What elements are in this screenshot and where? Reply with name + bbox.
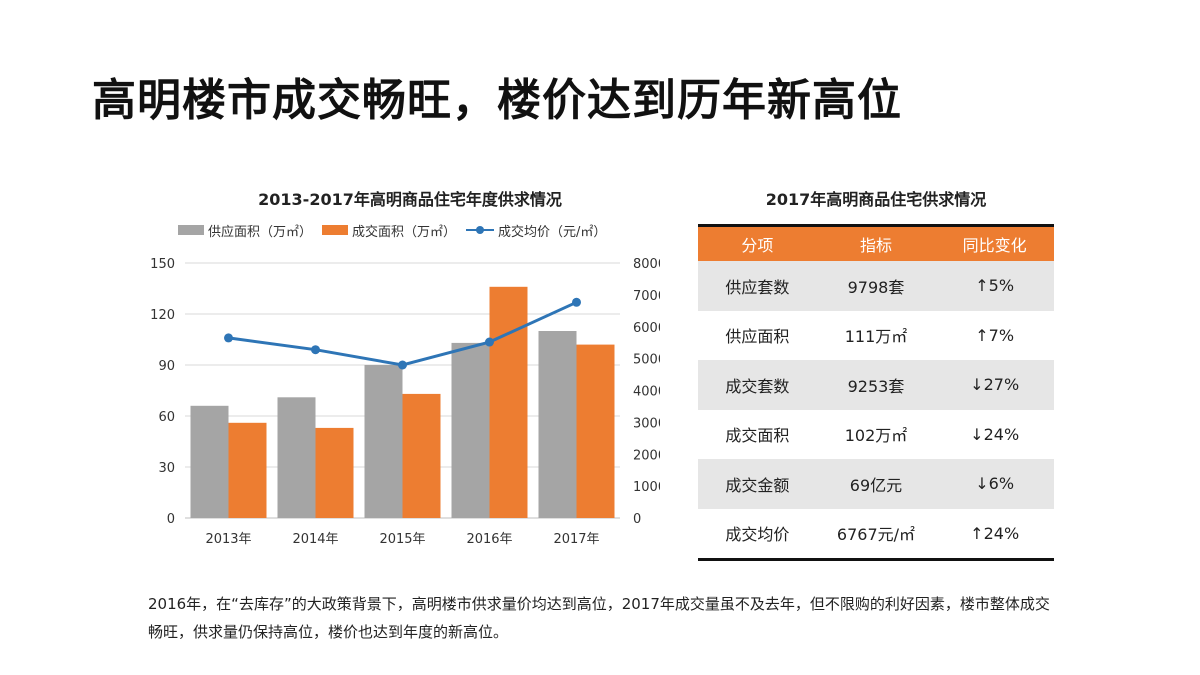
table-cell-value: 6767元/㎡ xyxy=(816,508,936,560)
y-right-tick-label: 5000 xyxy=(633,353,660,368)
legend-label-supply: 供应面积（万㎡） xyxy=(208,224,313,240)
avg-price-point xyxy=(485,337,494,347)
y-right-tick-label: 3000 xyxy=(633,416,660,431)
y-right-tick-label: 4000 xyxy=(633,385,660,400)
table-cell-value: 69亿元 xyxy=(816,459,936,509)
supply-area-bar xyxy=(277,397,316,518)
legend-swatch-deal xyxy=(322,225,349,235)
table-row: 成交金额 69亿元 ↓6% xyxy=(698,459,1054,509)
y-right-tick-label: 8000 xyxy=(633,257,660,272)
table-cell-item: 成交均价 xyxy=(698,508,817,560)
supply-area-bar xyxy=(451,342,490,518)
table-cell-change: ↑7% xyxy=(935,310,1054,360)
deal-area-bar xyxy=(576,344,615,518)
table-row: 成交面积 102万㎡ ↓24% xyxy=(698,409,1054,459)
x-tick-label: 2014年 xyxy=(292,532,338,547)
chart-title: 2013-2017年高明商品住宅年度供求情况 xyxy=(258,190,562,209)
table-row: 供应套数 9798套 ↑5% xyxy=(698,261,1054,311)
table-cell-value: 9253套 xyxy=(816,360,936,410)
y-left-tick-label: 90 xyxy=(158,359,175,374)
table-cell-change: ↓27% xyxy=(935,360,1054,410)
avg-price-point xyxy=(398,360,407,370)
table-row: 成交套数 9253套 ↓27% xyxy=(698,360,1054,410)
table-cell-change: ↑5% xyxy=(935,261,1054,311)
y-right-tick-label: 1000 xyxy=(633,480,660,495)
deal-area-bar xyxy=(315,427,354,518)
y-left-tick-label: 30 xyxy=(158,461,175,476)
table-header-cell: 分项 xyxy=(698,225,817,261)
avg-price-point xyxy=(572,297,581,307)
table-cell-value: 9798套 xyxy=(816,261,936,311)
table-row: 成交均价 6767元/㎡ ↑24% xyxy=(698,508,1054,560)
y-left-tick-label: 60 xyxy=(158,410,175,425)
y-left-tick-label: 120 xyxy=(150,308,175,323)
table-row: 供应面积 111万㎡ ↑7% xyxy=(698,310,1054,360)
legend-item-supply: 供应面积（万㎡） xyxy=(178,221,312,240)
supply-area-bar xyxy=(190,405,229,518)
legend-swatch-price xyxy=(466,224,495,236)
legend-item-deal: 成交面积（万㎡） xyxy=(322,221,456,240)
legend-label-price: 成交均价（元/㎡） xyxy=(498,224,607,240)
supply-area-bar xyxy=(538,331,577,518)
y-left-tick-label: 150 xyxy=(150,257,175,272)
table-cell-change: ↑24% xyxy=(935,508,1054,560)
page-title: 高明楼市成交畅旺，楼价达到历年新高位 xyxy=(92,75,902,126)
supply-demand-table: 分项 指标 同比变化 供应套数 9798套 ↑5% 供应面积 111万㎡ ↑7%… xyxy=(698,224,1054,561)
legend-swatch-supply xyxy=(178,225,204,235)
y-right-tick-label: 0 xyxy=(633,512,641,527)
table-header-cell: 同比变化 xyxy=(935,225,1054,261)
y-right-tick-label: 6000 xyxy=(633,321,660,336)
deal-area-bar xyxy=(228,422,267,518)
table-cell-change: ↓6% xyxy=(935,459,1054,509)
table-cell-value: 102万㎡ xyxy=(816,409,936,459)
table-title: 2017年高明商品住宅供求情况 xyxy=(765,190,987,209)
x-tick-label: 2016年 xyxy=(466,532,512,547)
summary-paragraph: 2016年，在“去库存”的大政策背景下，高明楼市供求量价均达到高位，2017年成… xyxy=(148,595,1050,641)
avg-price-point xyxy=(311,345,320,355)
table-cell-item: 成交金额 xyxy=(698,459,817,509)
legend-label-deal: 成交面积（万㎡） xyxy=(352,224,457,240)
table-header-row: 分项 指标 同比变化 xyxy=(698,225,1054,261)
legend-item-price: 成交均价（元/㎡） xyxy=(466,221,606,240)
table-cell-item: 供应面积 xyxy=(698,310,817,360)
x-tick-label: 2013年 xyxy=(205,532,251,547)
y-left-tick-label: 0 xyxy=(167,512,175,527)
table-cell-item: 成交面积 xyxy=(698,409,817,459)
table-header-cell: 指标 xyxy=(816,225,936,261)
table-cell-item: 供应套数 xyxy=(698,261,817,311)
chart-legend: 供应面积（万㎡） 成交面积（万㎡） 成交均价（元/㎡） xyxy=(178,221,616,240)
y-right-tick-label: 2000 xyxy=(633,448,660,463)
table-cell-item: 成交套数 xyxy=(698,360,817,410)
table-cell-value: 111万㎡ xyxy=(816,310,936,360)
deal-area-bar xyxy=(489,286,528,518)
combo-chart: 0 30 60 90 120 150 0 1000 2000 3000 4000 5000 6000 70… xyxy=(150,257,660,547)
x-tick-label: 2017年 xyxy=(553,532,599,547)
supply-area-bar xyxy=(364,365,403,518)
y-right-tick-label: 7000 xyxy=(633,289,660,304)
x-tick-label: 2015年 xyxy=(379,532,425,547)
avg-price-point xyxy=(224,333,233,343)
deal-area-bar xyxy=(402,393,441,518)
table-cell-change: ↓24% xyxy=(935,409,1054,459)
